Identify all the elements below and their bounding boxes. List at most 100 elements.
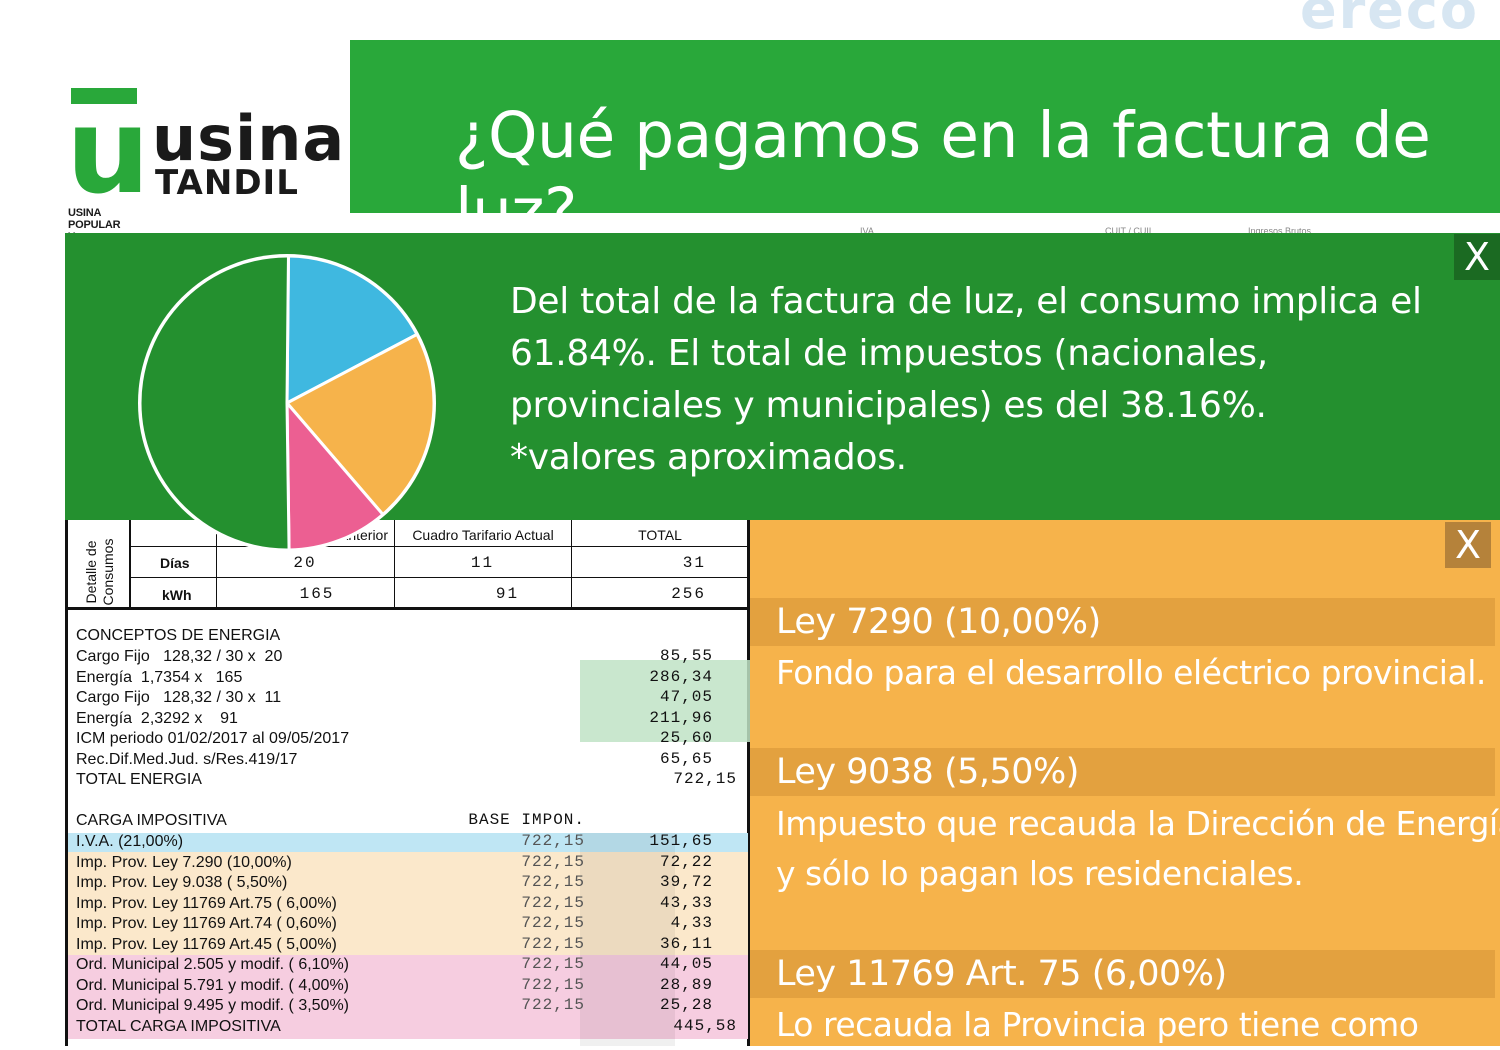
consumos-kwh-anterior: 165	[299, 585, 335, 603]
law-title: Ley 11769 Art. 75 (6,00%)	[776, 954, 1227, 994]
consumos-dias-actual: 11	[470, 554, 495, 572]
impositiva-row-base: 722,15	[521, 955, 585, 973]
law-description: Fondo para el desarrollo eléctrico provi…	[776, 653, 1486, 692]
consumos-side-cell	[68, 520, 130, 610]
impositiva-title: CARGA IMPOSITIVA	[76, 812, 227, 829]
consumos-row-label-dias: Días	[160, 555, 190, 571]
consumos-table	[68, 520, 748, 610]
close-info-panel-button[interactable]: X	[1454, 234, 1500, 280]
impositiva-row-base: 722,15	[521, 934, 585, 953]
impositiva-row-label: Imp. Prov. Ley 11769 Art.75 ( 6,00%)	[76, 894, 337, 912]
consumos-row-label-kwh: kWh	[162, 587, 192, 603]
consumos-dias-total: 31	[682, 554, 706, 572]
impositiva-base-header: BASE IMPON.	[468, 811, 585, 829]
close-tax-panel-button[interactable]: X	[1445, 522, 1491, 568]
impositiva-row-label: Ord. Municipal 2.505 y modif. ( 6,10%)	[76, 956, 350, 973]
invoice-cuit-label: CUIT / CUIL	[1105, 226, 1154, 236]
energia-row-value: 25,60	[659, 729, 713, 747]
energia-row-value: 47,05	[659, 688, 713, 706]
header-banner	[350, 40, 1500, 213]
impositiva-total-value: 445,58	[673, 1017, 737, 1035]
logo-name: usina	[152, 102, 346, 175]
energia-row-label: ICM periodo 01/02/2017 al 09/05/2017	[76, 730, 350, 747]
energia-total-value: 722,15	[673, 770, 737, 788]
impositiva-row-base: 722,15	[521, 975, 585, 994]
pie-slice-impuestos-provinciales	[284, 332, 436, 517]
info-line: *valores aproximados.	[510, 437, 907, 478]
law-title-bar	[750, 950, 1495, 998]
logo-bar-shape	[71, 88, 137, 104]
energia-row-label: Cargo Fijo 128,32 / 30 x 20	[76, 648, 283, 665]
impositiva-row-label: I.V.A. (21,00%)	[76, 833, 184, 850]
impositiva-row-label: Imp. Prov. Ley 11769 Art.74 ( 0,60%)	[76, 915, 337, 932]
impositiva-row-base: 722,15	[521, 873, 585, 891]
impositiva-row-label: Ord. Municipal 5.791 y modif. ( 4,00%)	[76, 976, 350, 994]
impositiva-row-value: 36,11	[659, 934, 713, 953]
table-divider	[130, 520, 131, 608]
energia-row-value: 65,65	[659, 749, 713, 768]
invoice-ingresos-label: Ingresos Brutos	[1248, 226, 1312, 236]
pie-slice-impuestos-municipales	[285, 398, 385, 552]
impositiva-row-value: 43,33	[659, 893, 713, 912]
bill-breakdown-pie-chart	[138, 254, 436, 552]
impositiva-row-value: 72,22	[659, 852, 713, 871]
table-divider	[216, 520, 217, 608]
impositiva-row-value: 39,72	[659, 873, 713, 891]
energia-row-label: Cargo Fijo 128,32 / 30 x 11	[76, 689, 282, 706]
value-column-shade	[580, 833, 675, 1046]
law-description: Lo recauda la Provincia pero tiene como	[776, 1005, 1419, 1044]
law-title-bar	[750, 598, 1495, 646]
energia-row-value: 211,96	[649, 708, 713, 727]
law-title: Ley 9038 (5,50%)	[776, 752, 1079, 792]
consumos-kwh-actual: 91	[495, 585, 520, 603]
table-divider	[130, 546, 748, 547]
impositiva-row-value: 28,89	[659, 975, 713, 994]
logo-u-letter: u	[66, 82, 151, 220]
logo-city: TANDIL	[155, 163, 299, 203]
energia-row-label: Energía 1,7354 x 165	[76, 668, 243, 686]
consumos-vertical-label: Detalle de Consumos	[83, 538, 116, 606]
impositiva-total-label: TOTAL CARGA IMPOSITIVA	[76, 1018, 281, 1035]
energia-row-label: Rec.Dif.Med.Jud. s/Res.419/17	[76, 750, 298, 768]
info-line: 61.84%. El total de impuestos (nacionale…	[510, 333, 1268, 374]
table-divider	[571, 520, 572, 608]
consumos-kwh-total: 256	[671, 585, 706, 603]
municipal-highlight	[68, 955, 748, 1039]
law-description: Impuesto que recauda la Dirección de Ene…	[776, 804, 1500, 893]
impositiva-row-label: Imp. Prov. Ley 7.290 (10,00%)	[76, 853, 292, 871]
info-line: Del total de la factura de luz, el consu…	[510, 281, 1422, 322]
partner-logo-text: ereco	[1300, 0, 1479, 41]
energia-total-label: TOTAL ENERGIA	[76, 771, 202, 788]
energia-row-value: 286,34	[649, 667, 713, 686]
table-divider	[130, 577, 748, 578]
pie-slice-iva	[285, 254, 420, 406]
impositiva-row-base: 722,15	[521, 996, 585, 1014]
consumos-header-actual: Cuadro Tarifario Actual	[412, 527, 554, 543]
impositiva-row-value: 4,33	[670, 914, 713, 932]
impositiva-row-label: Imp. Prov. Ley 9.038 ( 5,50%)	[76, 874, 288, 891]
pie-slice-consumo	[138, 254, 291, 552]
page-title: ¿Qué pagamos en la factura de luz?	[455, 99, 1431, 248]
impositiva-row-base: 722,15	[521, 914, 585, 932]
impositiva-row-label: Ord. Municipal 9.495 y modif. ( 3,50%)	[76, 997, 350, 1014]
info-line: provinciales y municipales) es del 38.16…	[510, 385, 1267, 426]
consumos-dias-anterior: 20	[293, 554, 317, 572]
law-title-bar	[750, 748, 1495, 796]
impositiva-row-label: Imp. Prov. Ley 11769 Art.45 ( 5,00%)	[76, 935, 337, 953]
energia-title: CONCEPTOS DE ENERGIA	[76, 627, 281, 644]
law-title: Ley 7290 (10,00%)	[776, 602, 1101, 642]
impositiva-row-value: 151,65	[649, 832, 713, 850]
impositiva-row-value: 25,28	[659, 996, 713, 1014]
energia-highlight	[580, 660, 750, 742]
table-divider	[394, 520, 395, 608]
impositiva-row-base: 722,15	[521, 852, 585, 871]
consumos-header-total: TOTAL	[638, 527, 682, 543]
consumption-info-text: Del total de la factura de luz, el consu…	[510, 276, 1422, 484]
invoice-iva-label: IVA	[860, 226, 874, 236]
provincial-highlight	[68, 852, 748, 955]
impositiva-row-value: 44,05	[659, 955, 713, 973]
iva-highlight	[68, 833, 748, 852]
impositiva-row-base: 722,15	[521, 893, 585, 912]
impositiva-row-base: 722,15	[521, 832, 585, 850]
energia-row-value: 85,55	[659, 647, 713, 665]
